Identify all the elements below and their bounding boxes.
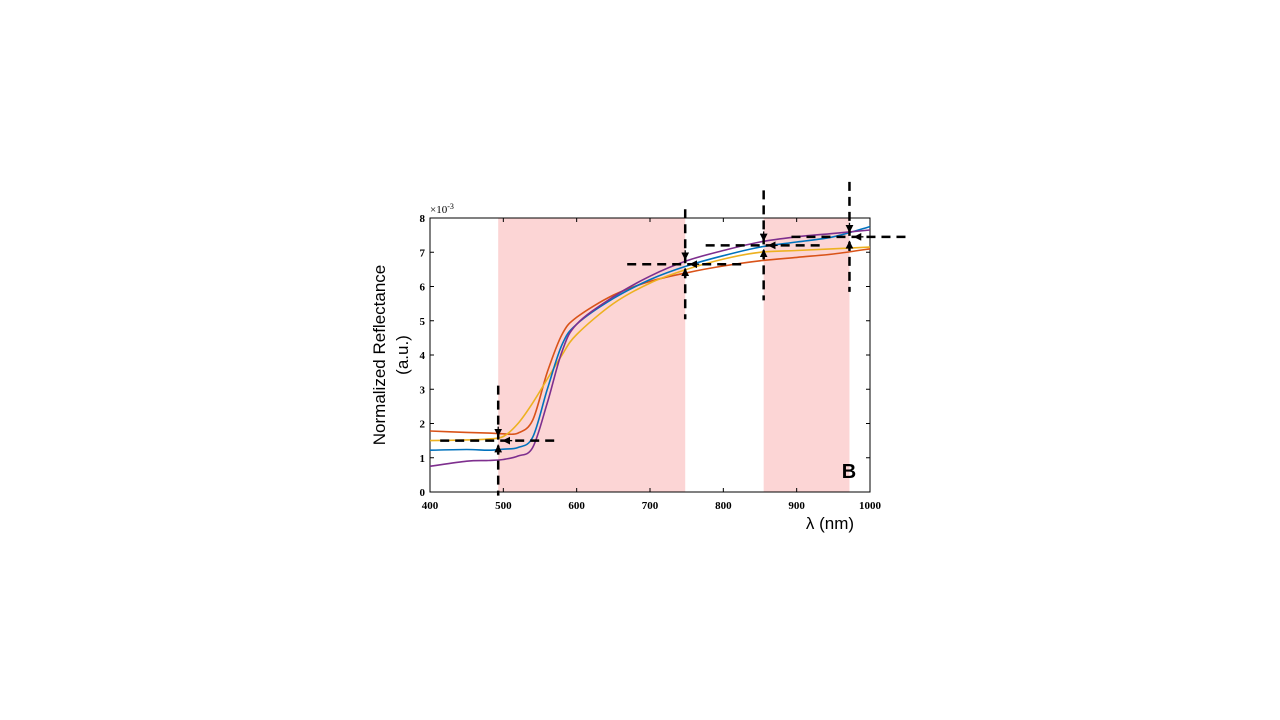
panel-label: B xyxy=(842,461,856,483)
y-tick-label-1: 1 xyxy=(420,453,426,465)
shaded-regions xyxy=(498,218,850,492)
shaded-region-0 xyxy=(498,218,686,492)
x-tick-label-800: 800 xyxy=(715,500,732,512)
x-tick-label-500: 500 xyxy=(495,500,512,512)
y-tick-label-6: 6 xyxy=(420,282,426,294)
y-tick-label-4: 4 xyxy=(420,350,426,362)
x-tick-label-400: 400 xyxy=(422,500,439,512)
y-axis-label-line1: Normalized Reflectance xyxy=(370,265,389,445)
y-tick-label-5: 5 xyxy=(420,316,426,328)
x-tick-label-600: 600 xyxy=(568,500,585,512)
tick-labels: 400 500 600 700 800 900 1000 0 1 2 3 4 5 6 7 8 xyxy=(420,213,882,512)
x-tick-label-900: 900 xyxy=(788,500,805,512)
x-axis-label: λ (nm) xyxy=(806,514,854,533)
y-tick-label-8: 8 xyxy=(420,213,426,225)
y-tick-label-0: 0 xyxy=(420,487,426,499)
y-tick-label-3: 3 xyxy=(420,384,426,396)
y-exponent: ×10-3 xyxy=(430,202,454,216)
y-tick-label-7: 7 xyxy=(420,247,426,259)
x-tick-label-1000: 1000 xyxy=(859,500,882,512)
y-tick-label-2: 2 xyxy=(420,419,426,431)
shaded-region-1 xyxy=(763,218,850,492)
axes-frame xyxy=(429,217,871,493)
wavelength-markers xyxy=(440,181,908,496)
series-line-3 xyxy=(429,229,871,468)
x-tick-label-700: 700 xyxy=(642,500,659,512)
y-axis-label-line2: (a.u.) xyxy=(393,335,412,375)
